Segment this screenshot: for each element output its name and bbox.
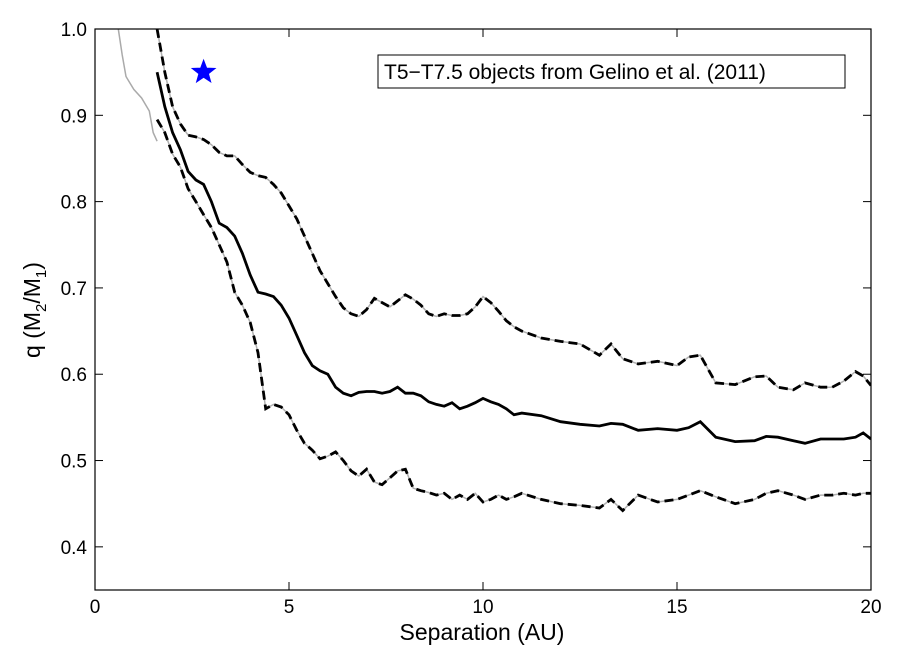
x-axis-label: Separation (AU) xyxy=(400,619,565,645)
y-tick-label: 0.6 xyxy=(61,365,87,386)
y-label-mid: /M xyxy=(19,278,45,304)
series-layer xyxy=(117,29,871,513)
y-label-suffix: ) xyxy=(19,262,45,270)
x-tick-label: 5 xyxy=(284,597,295,618)
ticks-layer: 0 5 10 15 20 0.4 0.5 0.6 0.7 0.8 0.9 1.0 xyxy=(61,20,882,618)
y-tick-label: 0.5 xyxy=(61,452,87,473)
legend-box: T5−T7.5 objects from Gelino et al. (2011… xyxy=(377,54,846,89)
x-tick-label: 20 xyxy=(860,597,881,618)
y-tick-label: 0.8 xyxy=(61,193,87,214)
x-tick-label: 15 xyxy=(666,597,687,618)
y-label-prefix: q (M xyxy=(19,312,45,358)
series-upper-dashed xyxy=(155,29,871,392)
legend-annotation: T5−T7.5 objects from Gelino et al. (2011… xyxy=(384,61,766,84)
series-lower-dashed xyxy=(155,118,871,513)
y-label-sub2: 1 xyxy=(33,270,50,278)
x-tick-label: 10 xyxy=(472,597,493,618)
y-tick-label: 0.9 xyxy=(61,106,87,127)
y-label-sub1: 2 xyxy=(33,304,50,312)
series-median-solid xyxy=(155,71,871,445)
x-tick-label: 0 xyxy=(90,597,101,618)
y-tick-label: 1.0 xyxy=(61,20,87,41)
y-tick-label: 0.4 xyxy=(61,538,88,559)
y-axis-label: q (M2/M1) xyxy=(19,262,50,358)
plot-frame xyxy=(94,28,872,591)
star-marker xyxy=(190,58,217,84)
legend-frame xyxy=(377,54,846,89)
y-tick-label: 0.7 xyxy=(61,279,87,300)
series-gray-thin xyxy=(117,29,158,142)
